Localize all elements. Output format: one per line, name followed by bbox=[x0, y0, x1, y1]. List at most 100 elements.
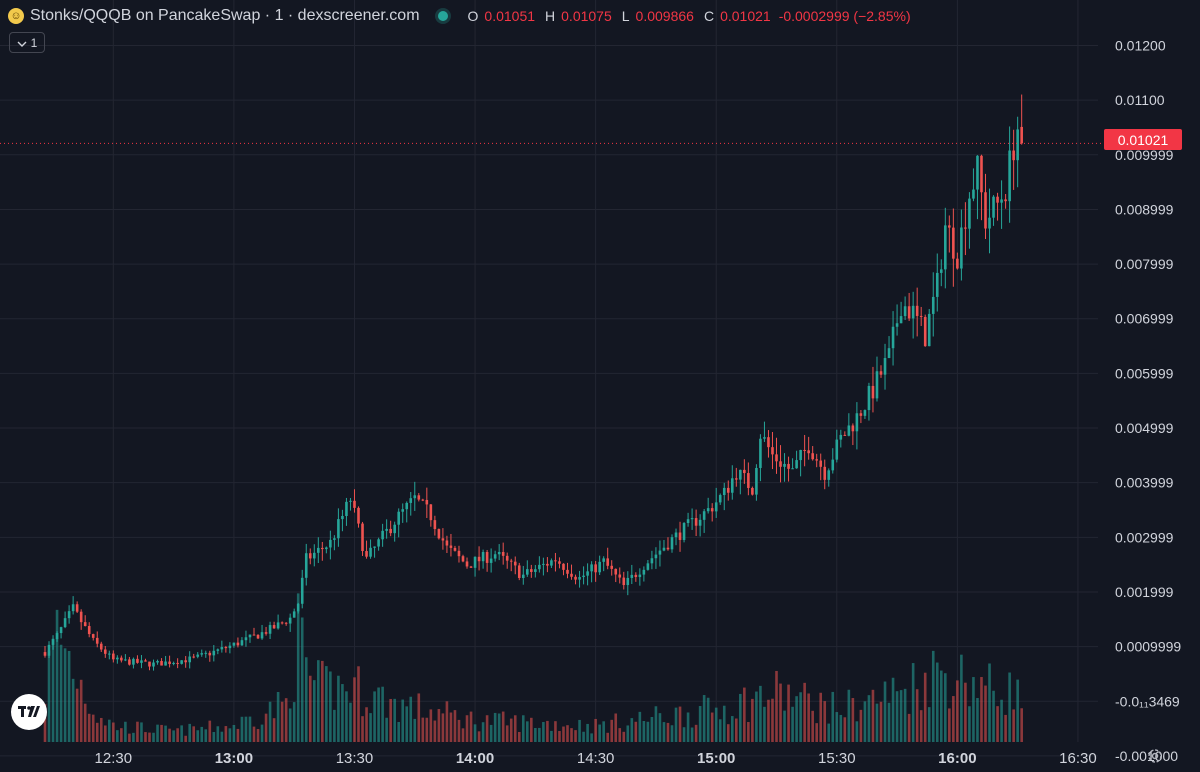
candle-body bbox=[598, 561, 601, 573]
candle-body bbox=[449, 545, 453, 548]
gear-icon[interactable] bbox=[1145, 746, 1165, 766]
candle-body bbox=[1000, 199, 1003, 203]
volume-bar bbox=[610, 719, 614, 742]
volume-bar bbox=[176, 728, 179, 742]
y-tick-label: 0.005999 bbox=[1115, 365, 1174, 381]
volume-bar bbox=[783, 710, 786, 742]
volume-bar bbox=[980, 677, 983, 742]
candle-body bbox=[465, 561, 469, 567]
candle-body bbox=[686, 519, 690, 524]
candle-body bbox=[534, 569, 537, 572]
volume-bar bbox=[248, 716, 252, 742]
volume-bar bbox=[907, 713, 911, 742]
volume-bar bbox=[960, 654, 963, 742]
candle-body bbox=[972, 189, 975, 199]
candle-body bbox=[570, 573, 573, 577]
volume-bar bbox=[128, 733, 131, 742]
candle-body bbox=[349, 500, 352, 502]
candle-body bbox=[550, 560, 553, 566]
candle-body bbox=[779, 461, 782, 467]
candle-body bbox=[883, 358, 887, 375]
candle-body bbox=[381, 530, 384, 540]
interval-toggle-button[interactable]: 1 bbox=[9, 32, 45, 53]
high-label: H bbox=[545, 8, 556, 24]
candle-body bbox=[409, 498, 413, 503]
volume-bar bbox=[67, 650, 71, 742]
volume-bar bbox=[698, 706, 702, 742]
volume-bar bbox=[935, 662, 939, 742]
candle-body bbox=[192, 656, 196, 658]
candle-body bbox=[634, 574, 638, 578]
volume-bar bbox=[915, 689, 919, 742]
tradingview-logo-icon[interactable] bbox=[11, 694, 47, 730]
volume-bar bbox=[160, 724, 163, 742]
volume-bar bbox=[771, 698, 774, 742]
volume-bar bbox=[469, 711, 473, 742]
candle-body bbox=[803, 449, 806, 451]
volume-bar bbox=[517, 731, 521, 742]
volume-bar bbox=[200, 726, 204, 742]
volume-bar bbox=[867, 695, 871, 742]
volume-bar bbox=[413, 718, 417, 742]
candle-body bbox=[152, 662, 155, 667]
interval-label: 1 bbox=[30, 35, 38, 50]
volume-bar bbox=[292, 702, 296, 742]
candle-body bbox=[682, 523, 686, 540]
candle-body bbox=[75, 604, 79, 612]
candle-body bbox=[851, 425, 855, 432]
candle-body bbox=[799, 449, 802, 461]
candle-body bbox=[666, 547, 670, 550]
x-tick-label: 12:30 bbox=[95, 750, 133, 767]
last-price-label: 0.01021 bbox=[1104, 129, 1182, 150]
candle-body bbox=[184, 660, 187, 663]
candle-body bbox=[960, 227, 963, 269]
volume-bar bbox=[208, 720, 212, 742]
volume-bar bbox=[574, 730, 577, 742]
candle-body bbox=[875, 371, 879, 399]
volume-bar bbox=[485, 715, 489, 742]
candle-body bbox=[980, 155, 983, 193]
candle-body bbox=[827, 470, 831, 480]
volume-bar bbox=[887, 702, 891, 742]
candle-body bbox=[216, 649, 220, 651]
volume-bar bbox=[843, 717, 847, 742]
candle-body bbox=[944, 225, 947, 270]
candle-body bbox=[702, 511, 706, 520]
candle-body bbox=[99, 643, 103, 650]
candle-body bbox=[300, 577, 304, 604]
candle-body bbox=[341, 515, 344, 520]
candle-body bbox=[831, 459, 835, 471]
y-tick-label: 0.0009999 bbox=[1115, 639, 1181, 655]
open-value: 0.01051 bbox=[484, 8, 536, 24]
volume-bar bbox=[188, 723, 191, 742]
candle-body bbox=[91, 634, 95, 638]
candle-body bbox=[859, 413, 863, 416]
volume-bar bbox=[642, 720, 646, 742]
volume-bar bbox=[465, 715, 469, 742]
volume-bar bbox=[164, 725, 167, 742]
candle-body bbox=[248, 634, 252, 638]
volume-bar bbox=[51, 638, 55, 742]
volume-bar bbox=[811, 710, 814, 742]
volume-bar bbox=[799, 692, 802, 742]
candle-body bbox=[325, 547, 328, 550]
candle-body bbox=[642, 569, 646, 575]
volume-bar bbox=[87, 713, 91, 742]
candle-body bbox=[317, 547, 320, 553]
candle-body bbox=[823, 466, 827, 480]
close-value: 0.01021 bbox=[720, 8, 771, 24]
volume-bar bbox=[875, 703, 879, 742]
candle-body bbox=[694, 518, 698, 526]
volume-bar bbox=[312, 680, 316, 742]
volume-bar bbox=[871, 689, 875, 742]
volume-bar bbox=[349, 702, 352, 742]
candle-body bbox=[377, 539, 380, 547]
volume-bar bbox=[232, 724, 236, 742]
volume-bar bbox=[369, 713, 372, 742]
y-tick-label: -0.0₁₁3469 bbox=[1115, 693, 1180, 709]
candle-body bbox=[984, 192, 987, 229]
candle-body bbox=[751, 487, 754, 495]
candle-body bbox=[610, 565, 614, 569]
candle-body bbox=[927, 313, 931, 347]
